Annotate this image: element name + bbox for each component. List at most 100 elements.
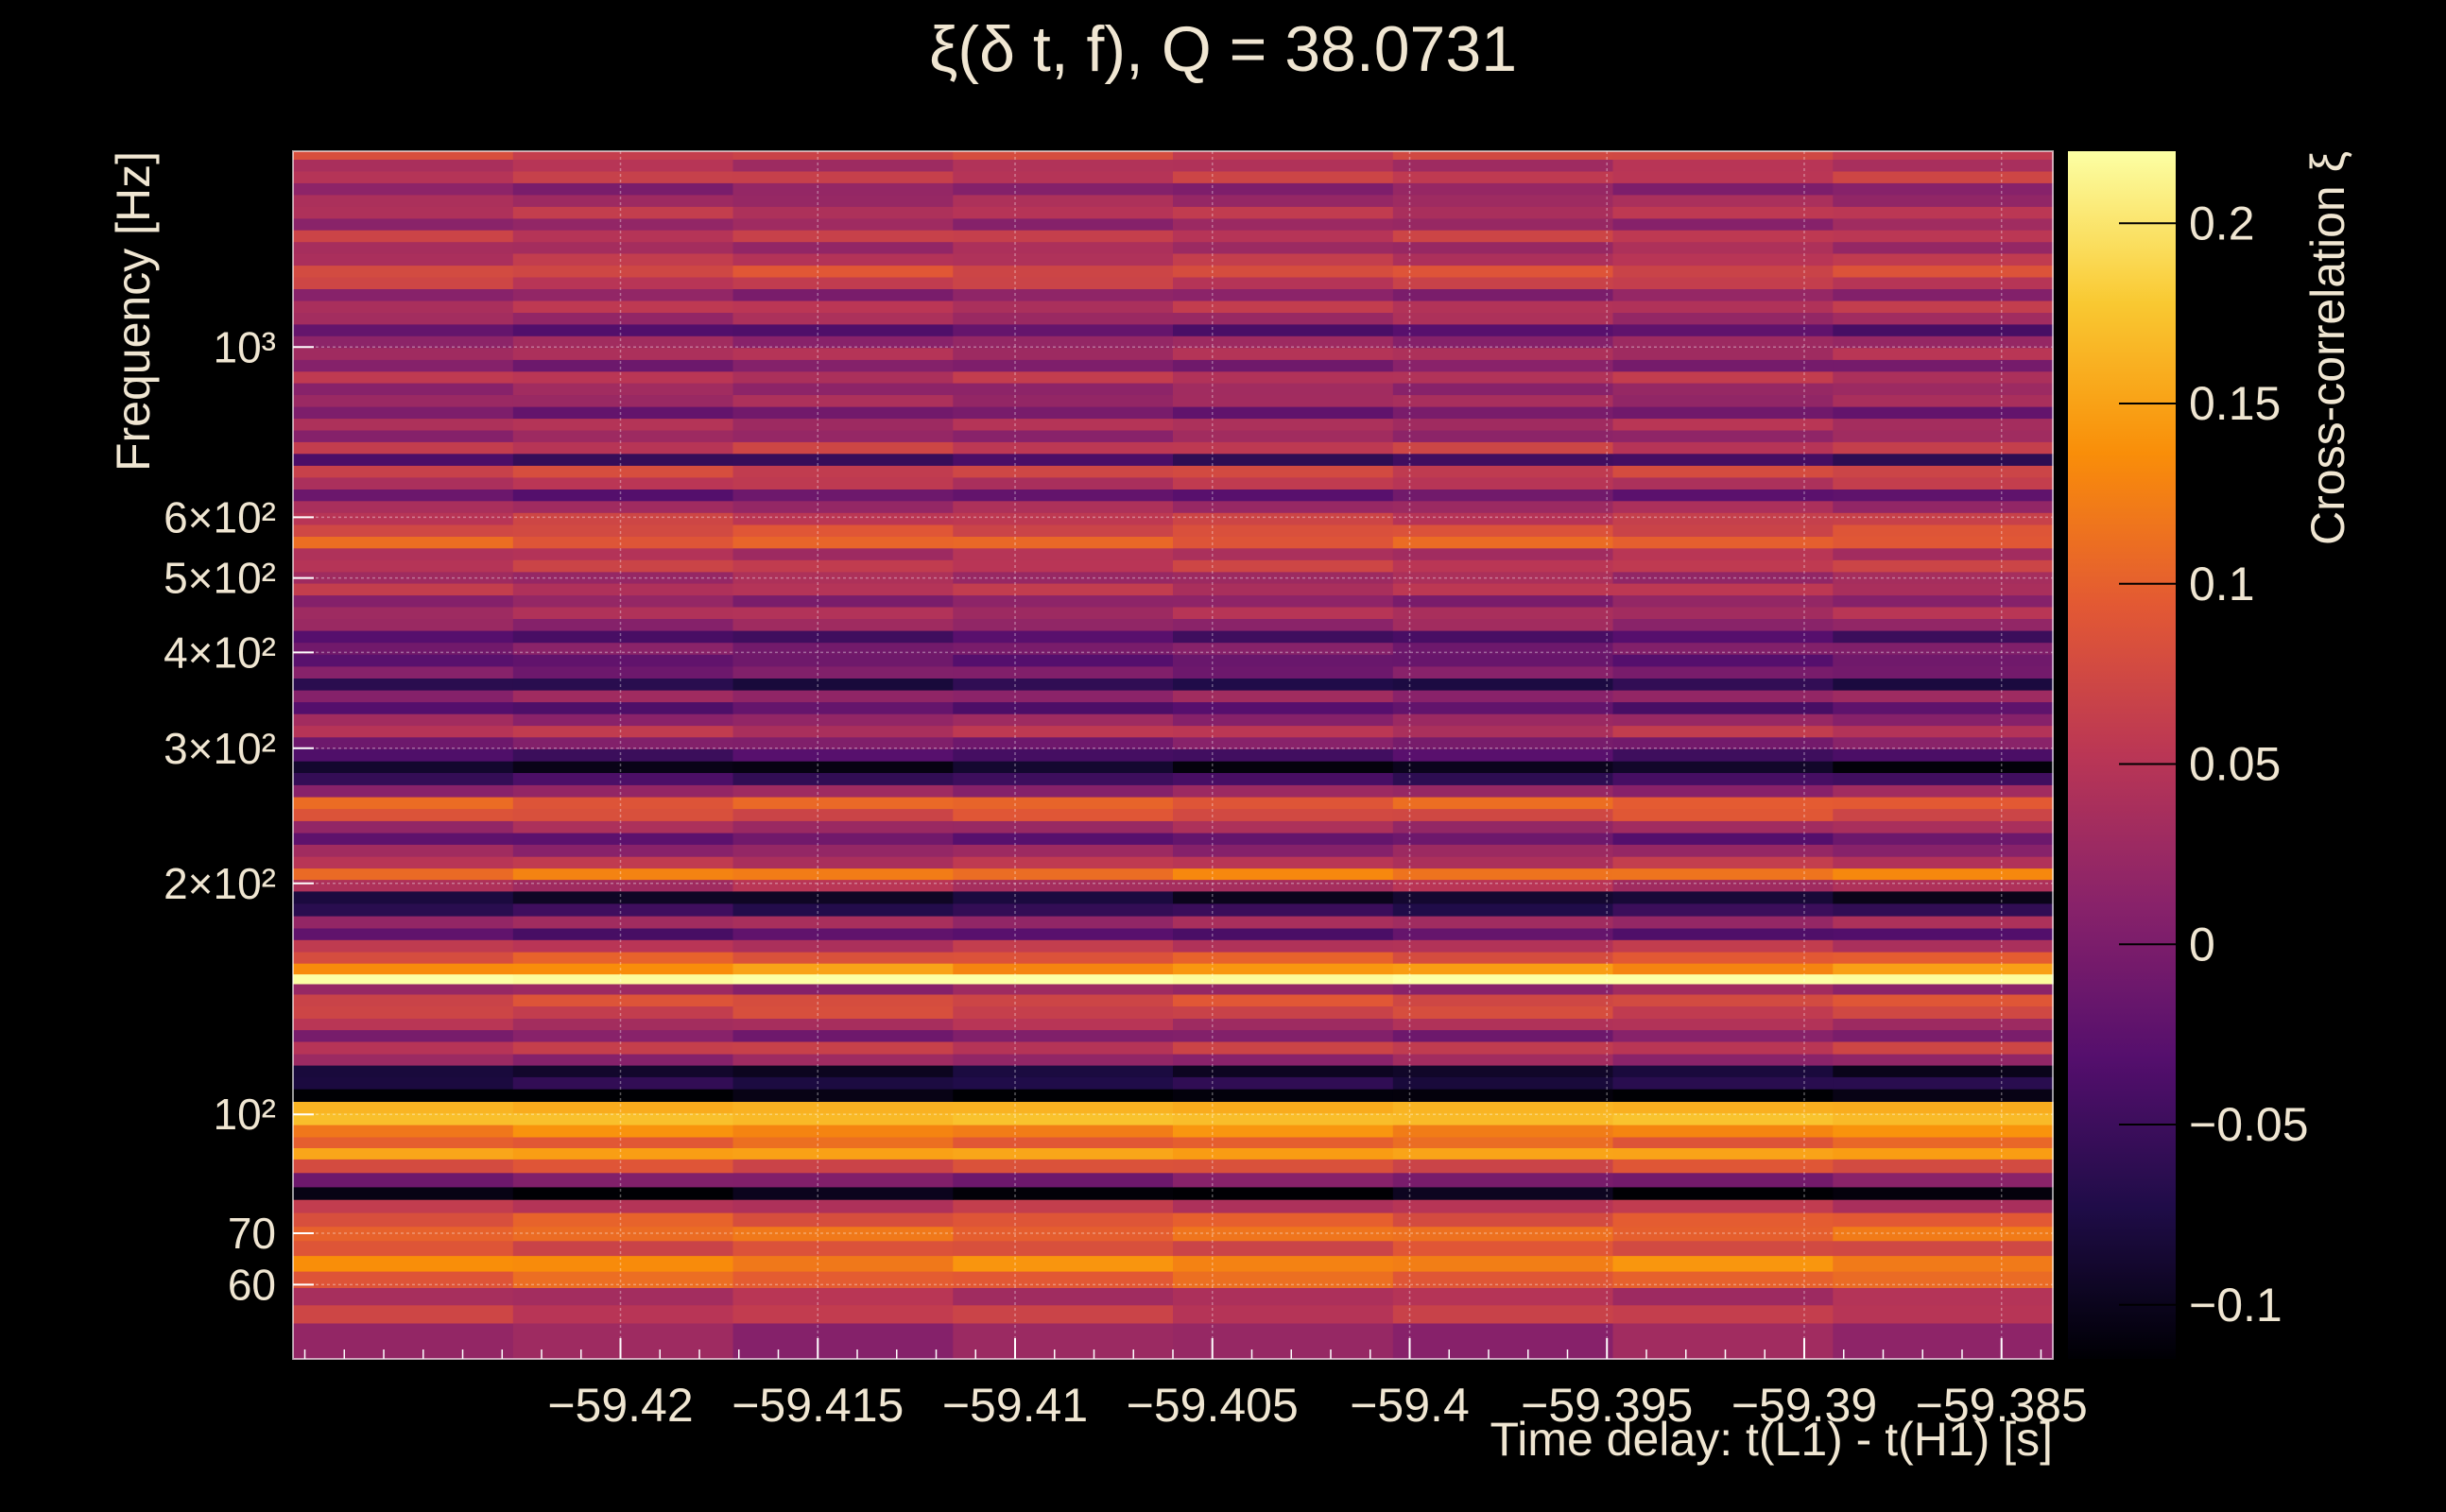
heatmap-cell <box>953 973 1174 985</box>
heatmap-cell <box>1833 159 2054 172</box>
colorbar <box>2068 151 2176 1359</box>
heatmap-cell <box>953 916 1174 929</box>
heatmap-cell <box>293 276 514 289</box>
heatmap-cell <box>1173 465 1394 478</box>
heatmap-cell <box>732 963 954 975</box>
heatmap-cell <box>953 868 1174 881</box>
heatmap-cell <box>732 856 954 869</box>
heatmap-cell <box>1392 1159 1614 1174</box>
heatmap-cell <box>293 1255 514 1272</box>
heatmap-cell <box>953 797 1174 810</box>
heatmap-cell <box>732 594 954 608</box>
x-tick-label: −59.41 <box>942 1379 1088 1432</box>
heatmap-cell <box>953 690 1174 703</box>
heatmap-cell <box>1833 784 2054 798</box>
heatmap-cell <box>1173 300 1394 313</box>
heatmap-cell <box>1173 1041 1394 1055</box>
heatmap-cell <box>1173 772 1394 785</box>
heatmap-cell <box>512 429 734 442</box>
heatmap-cell <box>512 312 734 325</box>
heatmap-cell <box>293 370 514 384</box>
heatmap-cell <box>953 927 1174 940</box>
heatmap-cell <box>1173 984 1394 995</box>
heatmap-cell <box>1173 1005 1394 1019</box>
heatmap-cell <box>732 984 954 995</box>
heatmap-cell <box>1833 489 2054 502</box>
heatmap-cell <box>293 856 514 869</box>
heatmap-cell <box>1833 1322 2054 1360</box>
x-axis-ticks: −59.42 −59.415 −59.41 −59.405 −59.4 −59.395 −5… <box>303 1338 2088 1432</box>
heatmap-cell <box>512 1322 734 1360</box>
heatmap-cell <box>1392 359 1614 372</box>
heatmap-cell <box>1173 524 1394 537</box>
heatmap-cell <box>953 429 1174 442</box>
heatmap-cell <box>293 963 514 975</box>
heatmap-cell <box>732 194 954 207</box>
heatmap-cell <box>293 217 514 231</box>
heatmap-cell <box>512 833 734 845</box>
heatmap-cell <box>732 761 954 773</box>
heatmap-cell <box>1173 748 1394 762</box>
heatmap-cell <box>512 690 734 703</box>
heatmap-cell <box>1833 1041 2054 1055</box>
heatmap-cell <box>512 927 734 940</box>
heatmap-cell <box>953 253 1174 266</box>
heatmap-cell <box>1833 1101 2054 1113</box>
colorbar-tick-label: 0 <box>2189 918 2215 971</box>
heatmap-cell <box>293 725 514 738</box>
heatmap-cell <box>1173 1112 1394 1125</box>
heatmap-cell <box>512 489 734 502</box>
heatmap-cell <box>293 939 514 953</box>
heatmap-cell <box>293 359 514 372</box>
heatmap-cell <box>953 1064 1174 1077</box>
heatmap-cell <box>1612 665 1834 679</box>
heatmap-cell <box>512 1054 734 1066</box>
heatmap-cell <box>512 1076 734 1090</box>
heatmap-cell <box>1612 159 1834 172</box>
heatmap-cell <box>293 606 514 619</box>
heatmap-cell <box>1833 927 2054 940</box>
heatmap-cell <box>1612 690 1834 703</box>
heatmap-cell <box>1173 241 1394 254</box>
heatmap-cell <box>953 1041 1174 1055</box>
heatmap-cell <box>1833 748 2054 762</box>
heatmap-cell <box>953 500 1174 513</box>
heatmap-cell <box>512 253 734 266</box>
heatmap-cell <box>1833 1147 2054 1160</box>
heatmap-cell <box>953 1287 1174 1306</box>
heatmap-cell <box>1612 927 1834 940</box>
heatmap-cell <box>1392 288 1614 301</box>
heatmap-cell <box>1173 347 1394 360</box>
heatmap-cell <box>732 265 954 278</box>
heatmap-cell <box>512 1029 734 1042</box>
heatmap-cell <box>293 1287 514 1306</box>
y-tick-label: 3×10² <box>164 724 276 773</box>
heatmap-cell <box>1392 606 1614 619</box>
heatmap-cell <box>1392 748 1614 762</box>
heatmap-cell <box>1173 1212 1394 1228</box>
colorbar-tick-label: 0.15 <box>2189 377 2281 430</box>
heatmap-cell <box>1612 370 1834 384</box>
heatmap-cell <box>732 654 954 667</box>
heatmap-cell <box>293 1005 514 1019</box>
x-tick-label: −59.415 <box>732 1379 904 1432</box>
y-tick-label: 60 <box>228 1260 276 1309</box>
heatmap-cell <box>732 300 954 313</box>
heatmap-cell <box>1173 618 1394 631</box>
heatmap-cell <box>293 441 514 455</box>
heatmap-cell <box>953 642 1174 655</box>
heatmap-cell <box>1833 300 2054 313</box>
heatmap-cell <box>293 500 514 513</box>
heatmap-cell <box>512 1271 734 1288</box>
heatmap-cell <box>512 701 734 714</box>
heatmap-cell <box>1173 963 1394 975</box>
heatmap-cell <box>1173 276 1394 289</box>
heatmap-cell <box>732 151 954 160</box>
heatmap-cell <box>1833 406 2054 420</box>
heatmap-cell <box>1833 1255 2054 1272</box>
heatmap-cell <box>953 359 1174 372</box>
heatmap-cell <box>1392 406 1614 420</box>
heatmap-cell <box>732 359 954 372</box>
heatmap-cell <box>512 713 734 727</box>
heatmap-cell <box>293 465 514 478</box>
